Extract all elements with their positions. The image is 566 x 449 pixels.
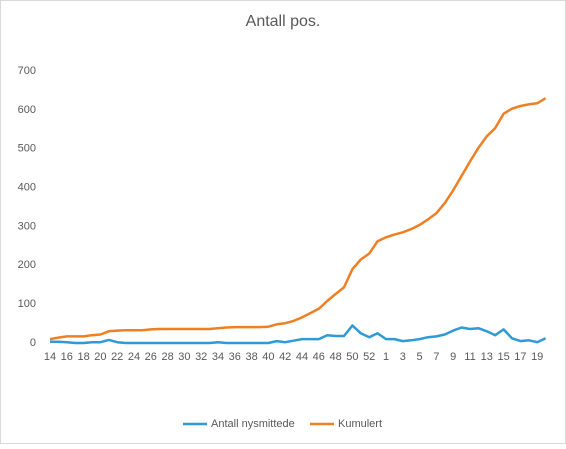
- x-tick-label: 22: [111, 351, 123, 363]
- series-line: [50, 324, 547, 345]
- y-tick-label: 300: [18, 220, 36, 232]
- x-tick-label: 1: [383, 351, 389, 363]
- x-tick-label: 44: [296, 351, 308, 363]
- x-tick-label: 11: [464, 351, 475, 363]
- x-tick-label: 17: [514, 351, 526, 363]
- y-tick-label: 600: [18, 104, 36, 116]
- series-line: [49, 97, 547, 341]
- y-tick-label: 200: [18, 259, 36, 271]
- x-tick-label: 38: [245, 351, 257, 363]
- x-tick-label: 46: [313, 351, 325, 363]
- x-tick-label: 13: [481, 351, 493, 363]
- y-tick-label: 500: [18, 143, 36, 155]
- x-tick-label: 52: [363, 351, 375, 363]
- x-tick-label: 26: [145, 351, 157, 363]
- x-tick-label: 9: [450, 351, 456, 363]
- y-tick-label: 0: [30, 337, 36, 349]
- x-tick-label: 32: [195, 351, 207, 363]
- x-tick-label: 34: [212, 351, 224, 363]
- x-tick-label: 5: [417, 351, 423, 363]
- legend-label: Antall nysmittede: [211, 418, 295, 430]
- x-tick-label: 48: [329, 351, 341, 363]
- x-tick-label: 50: [346, 351, 358, 363]
- x-tick-label: 30: [178, 351, 190, 363]
- x-tick-label: 36: [229, 351, 241, 363]
- x-tick-label: 42: [279, 351, 291, 363]
- y-tick-label: 400: [18, 181, 36, 193]
- x-tick-label: 20: [94, 351, 106, 363]
- x-tick-label: 14: [44, 351, 56, 363]
- x-tick-label: 7: [433, 351, 439, 363]
- x-tick-label: 15: [497, 351, 509, 363]
- chart-title: Antall pos.: [246, 13, 321, 30]
- x-tick-label: 24: [128, 351, 140, 363]
- x-tick-label: 16: [61, 351, 73, 363]
- y-tick-label: 700: [18, 65, 36, 77]
- x-tick-label: 40: [262, 351, 274, 363]
- x-tick-label: 3: [400, 351, 406, 363]
- y-tick-label: 100: [18, 298, 36, 310]
- legend-label: Kumulert: [338, 418, 382, 430]
- x-tick-label: 19: [531, 351, 543, 363]
- x-tick-label: 18: [77, 351, 89, 363]
- x-tick-label: 28: [161, 351, 173, 363]
